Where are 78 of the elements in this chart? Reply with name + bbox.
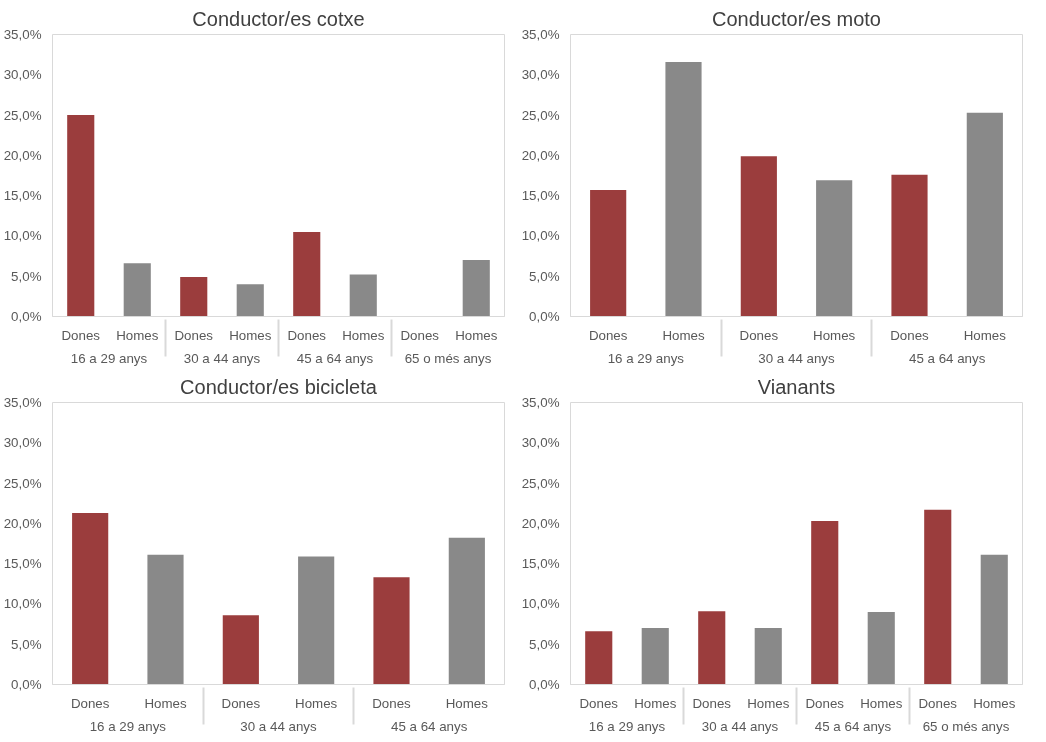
chart-title: Conductor/es cotxe (192, 7, 365, 30)
y-tick-label: 5,0% (529, 268, 560, 284)
y-tick-label: 20,0% (521, 515, 560, 531)
y-tick-label: 0,0% (11, 677, 42, 692)
y-tick-label: 5,0% (11, 636, 42, 652)
y-tick-label: 20,0% (3, 515, 42, 531)
x-tick-label: 16 a 29 anys (607, 350, 685, 366)
y-tick-label: 10,0% (3, 228, 42, 244)
text: Dones (372, 695, 411, 711)
y-tick-label: 35,0% (3, 27, 42, 42)
text: Homes (144, 695, 187, 711)
x-tick-label: 65 o més anys (404, 350, 492, 366)
text: Homes (860, 695, 903, 711)
y-tick-label: 30,0% (3, 67, 42, 83)
x-tick-label: 45 a 64 anys (296, 350, 374, 366)
text: Dones (61, 327, 101, 343)
series-label: Homes (963, 327, 1007, 343)
y-tick-label: 5,0% (529, 636, 560, 652)
text: Homes (747, 695, 790, 711)
text: Dones (890, 327, 929, 343)
text: Homes (229, 327, 272, 343)
series-label: Dones (588, 327, 628, 343)
text: Homes (813, 327, 856, 343)
x-tick-label: 45 a 64 anys (909, 350, 986, 366)
y-tick-label: 20,0% (3, 147, 42, 163)
x-tick-label: 30 a 44 anys (758, 350, 835, 366)
y-tick-label: 30,0% (521, 67, 560, 83)
chart-title: Conductor/es bicicleta (180, 375, 378, 398)
text: Dones (692, 695, 732, 711)
text: Homes (455, 327, 498, 343)
text: Dones (400, 327, 440, 343)
y-tick-label: 35,0% (521, 395, 560, 410)
text: Dones (805, 695, 845, 711)
y-tick-label: 15,0% (521, 188, 560, 204)
y-tick-label: 10,0% (3, 596, 42, 612)
x-tick-label: 45 a 64 anys (391, 718, 468, 734)
y-tick-label: 10,0% (521, 228, 560, 244)
x-tick-label: 45 a 64 anys (814, 718, 892, 734)
series-label: Dones (579, 695, 619, 711)
text: Dones (221, 695, 261, 711)
series-label: Homes (634, 695, 677, 711)
x-tick-label: 16 a 29 anys (89, 718, 167, 734)
text: Homes (973, 695, 1016, 711)
series-label: Dones (174, 327, 214, 343)
x-tick-label: 16 a 29 anys (588, 718, 666, 734)
y-tick-label: 30,0% (3, 435, 42, 451)
x-tick-label: 65 o més anys (922, 718, 1010, 734)
y-tick-label: 25,0% (3, 475, 42, 491)
x-tick-label: 16 a 29 anys (70, 350, 148, 366)
text: Homes (295, 695, 338, 711)
series-label: Homes (445, 695, 489, 711)
text: Dones (918, 695, 958, 711)
series-label: Dones (70, 695, 110, 711)
y-tick-label: 25,0% (521, 475, 560, 491)
y-tick-label: 15,0% (521, 556, 560, 572)
text: Homes (662, 327, 705, 343)
y-tick-label: 0,0% (11, 309, 42, 324)
y-tick-label: 20,0% (521, 147, 560, 163)
y-tick-label: 25,0% (521, 107, 560, 123)
y-tick-label: 15,0% (3, 556, 42, 572)
x-tick-label: 30 a 44 anys (701, 718, 779, 734)
y-tick-label: 0,0% (529, 677, 560, 692)
chart-title: Conductor/es moto (712, 7, 881, 30)
y-tick-label: 25,0% (3, 107, 42, 123)
y-tick-label: 30,0% (521, 435, 560, 451)
y-tick-label: 10,0% (521, 596, 560, 612)
text: Dones (287, 327, 327, 343)
y-tick-label: 35,0% (521, 27, 560, 42)
y-tick-label: 5,0% (11, 268, 42, 284)
x-tick-label: 30 a 44 anys (183, 350, 261, 366)
y-tick-label: 15,0% (3, 188, 42, 204)
text: Homes (342, 327, 385, 343)
text: Dones (739, 327, 779, 343)
series-label: Homes (116, 327, 159, 343)
y-tick-label: 35,0% (3, 395, 42, 410)
x-tick-label: 30 a 44 anys (240, 718, 317, 734)
y-tick-label: 0,0% (529, 309, 560, 324)
chart-title: Vianants (757, 375, 836, 398)
